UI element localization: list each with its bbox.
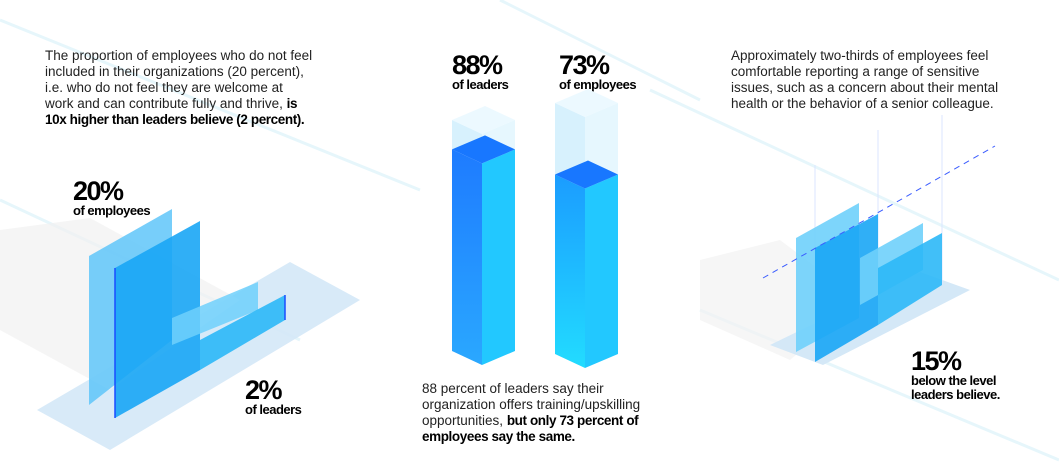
employees-label: of employees [73,203,151,218]
right-label-line1: below the level [911,373,996,388]
leaders-label: of leaders [245,402,302,417]
middle-description-bold: but only 73 percent of employees say the… [422,413,639,444]
right-stat: 15% below the level leaders believe. [911,348,1000,402]
middle-leaders-value: 88% [452,50,503,80]
leaders-stat: 2% of leaders [245,375,302,417]
leaders-belief-line [762,145,996,279]
leaders-bar-right [482,149,515,365]
leaders-value: 2% [245,375,283,405]
employees-bar-top [555,160,618,189]
middle-employees-value: 73% [559,50,610,80]
middle-description-regular: 88 percent of leaders say their organiza… [422,381,641,428]
believed-bar-front [815,214,878,362]
left-description: The proportion of employees who do not f… [45,48,315,128]
employees-bar-left [555,174,585,368]
employees-bar-right [585,174,618,368]
middle-employees-stat: 73% of employees [559,50,637,92]
right-description: Approximately two-thirds of employees fe… [731,48,999,111]
middle-leaders-label: of leaders [452,77,509,92]
middle-employees-label: of employees [559,77,637,92]
right-label-line2: leaders believe. [911,387,1000,402]
left-description-regular: The proportion of employees who do not f… [45,48,313,111]
employees-stat: 20% of employees [73,176,151,218]
employees-value: 20% [73,176,124,206]
employees-ghost-top [555,89,618,117]
leaders-bar-back [172,282,258,345]
leaders-bar-top [452,135,515,164]
leaders-bar-front [200,295,285,370]
leaders-bar-left [452,149,482,365]
employees-bar-front [115,221,200,418]
left-description-bold: is 10x higher than leaders believe (2 pe… [45,96,305,127]
leaders-ghost-top [452,106,515,134]
right-value: 15% [911,346,962,376]
actual-bar-front [878,233,942,325]
middle-description: 88 percent of leaders say their organiza… [422,381,642,445]
middle-leaders-stat: 88% of leaders [452,50,509,92]
